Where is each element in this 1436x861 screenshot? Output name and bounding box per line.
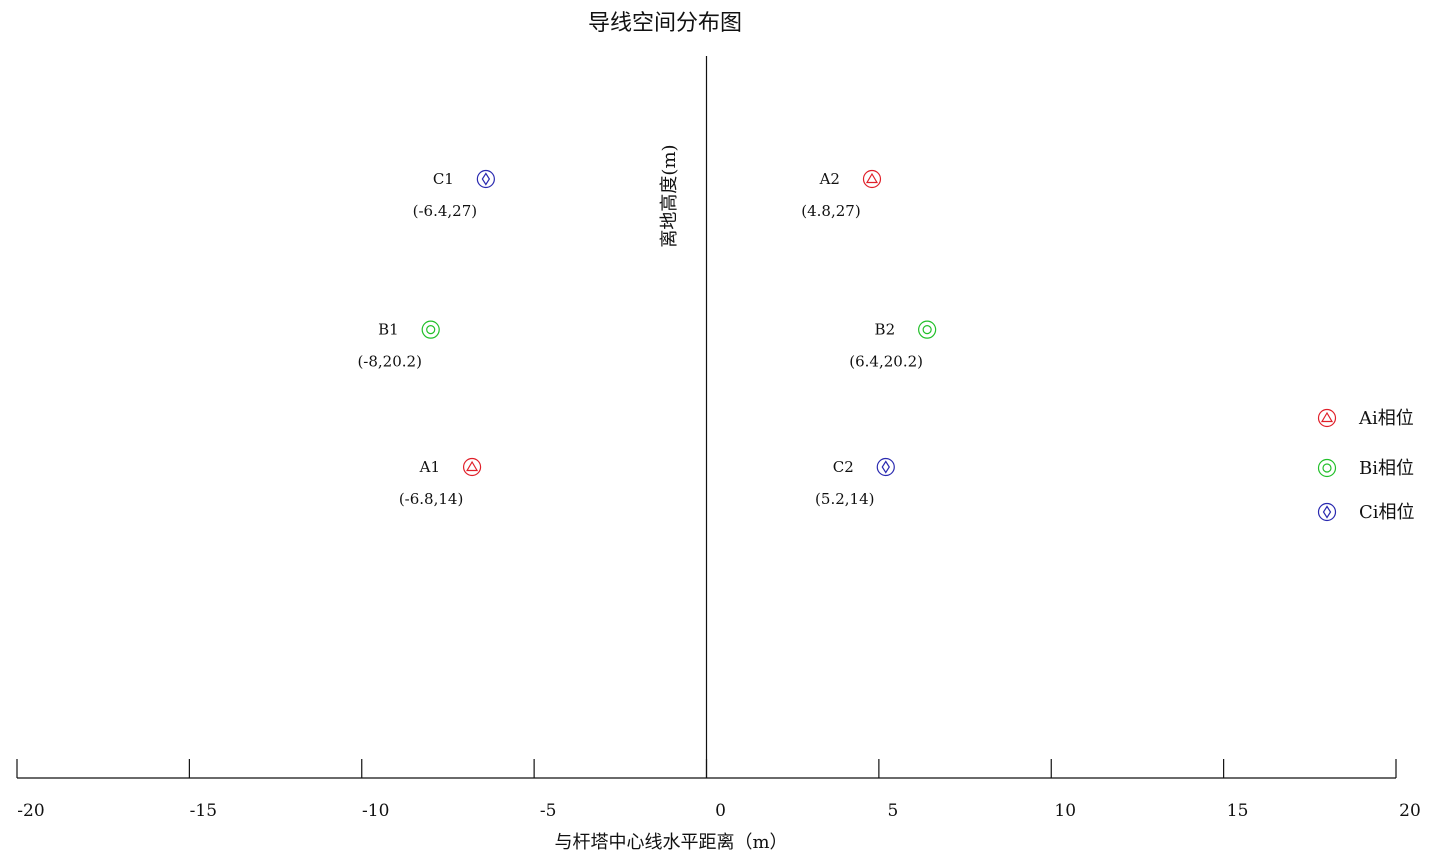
x-tick-label: 15 [1227, 801, 1249, 821]
point-coordinate-label: (5.2,14) [815, 490, 874, 508]
marker-ring [1317, 458, 1337, 478]
x-tick-label: 0 [715, 801, 726, 821]
point-coordinate-label: (-6.8,14) [399, 490, 463, 508]
legend-label: Ai相位 [1358, 408, 1414, 429]
marker-ring [862, 169, 882, 189]
point-label: B2 [875, 321, 896, 339]
legend-item: Ai相位 [1317, 408, 1414, 429]
legend: Ai相位 Bi相位 Ci相位 [1317, 408, 1415, 523]
point-label: A1 [419, 458, 440, 476]
legend-diamond-marker [1317, 502, 1337, 522]
triangle-icon [1320, 411, 1334, 423]
point-label: B1 [378, 321, 399, 339]
marker-ring [876, 457, 895, 477]
data-point-b2 [918, 320, 937, 339]
marker-ring [476, 169, 495, 189]
diamond-icon [1322, 505, 1332, 519]
series-diamond: C1 (-6.4,27) C2 (5.2,14) [413, 169, 895, 508]
legend-circle-marker [1317, 458, 1337, 478]
x-tick-label: -5 [540, 801, 557, 821]
legend-triangle-marker [1317, 408, 1337, 428]
series-circle: B1 (-8,20.2) B2 (6.4,20.2) [357, 320, 937, 371]
circle-icon [922, 325, 932, 335]
x-axis-label: 与杆塔中心线水平距离（m） [554, 832, 787, 853]
circle-icon [426, 325, 436, 335]
point-coordinate-label: (4.8,27) [801, 202, 860, 220]
marker-ring [1317, 502, 1337, 522]
point-label: A2 [819, 170, 840, 188]
marker-ring [918, 320, 937, 339]
series-triangle: A1 (-6.8,14) A2 (4.8,27) [399, 169, 882, 508]
triangle-icon [466, 460, 479, 472]
diamond-icon [481, 172, 491, 186]
legend-item: Ci相位 [1317, 502, 1415, 523]
data-point-a1 [462, 457, 482, 477]
data-point-c2 [876, 457, 895, 477]
point-coordinate-label: (-6.4,27) [413, 202, 477, 220]
legend-item: Bi相位 [1317, 458, 1414, 479]
legend-label: Bi相位 [1359, 458, 1414, 479]
axes: -20 -15 -10 -5 0 5 10 15 20 [16, 56, 1421, 821]
x-tick-label: -15 [190, 801, 217, 821]
circle-icon [1322, 463, 1332, 473]
point-coordinate-label: (6.4,20.2) [849, 353, 923, 371]
marker-ring [462, 457, 482, 477]
x-tick-label: 10 [1054, 801, 1076, 821]
data-points: A1 (-6.8,14) A2 (4.8,27) B1 (-8,20.2) B2 (6.4,2… [357, 169, 937, 508]
point-label: C1 [433, 170, 454, 188]
x-tick-label: 5 [887, 801, 898, 821]
y-axis-label: 离地高度(m) [659, 144, 680, 247]
point-label: C2 [833, 458, 854, 476]
x-tick-label: -10 [362, 801, 389, 821]
triangle-icon [865, 172, 879, 184]
point-coordinate-label: (-8,20.2) [357, 353, 421, 371]
legend-label: Ci相位 [1359, 502, 1415, 523]
data-point-b1 [421, 320, 440, 339]
data-point-c1 [476, 169, 495, 189]
data-point-a2 [862, 169, 882, 189]
x-tick-label: -20 [17, 801, 44, 821]
marker-ring [1317, 408, 1337, 428]
x-tick-label: 20 [1399, 801, 1421, 821]
marker-ring [421, 320, 440, 339]
diamond-icon [881, 460, 890, 474]
chart-title: 导线空间分布图 [588, 11, 742, 36]
